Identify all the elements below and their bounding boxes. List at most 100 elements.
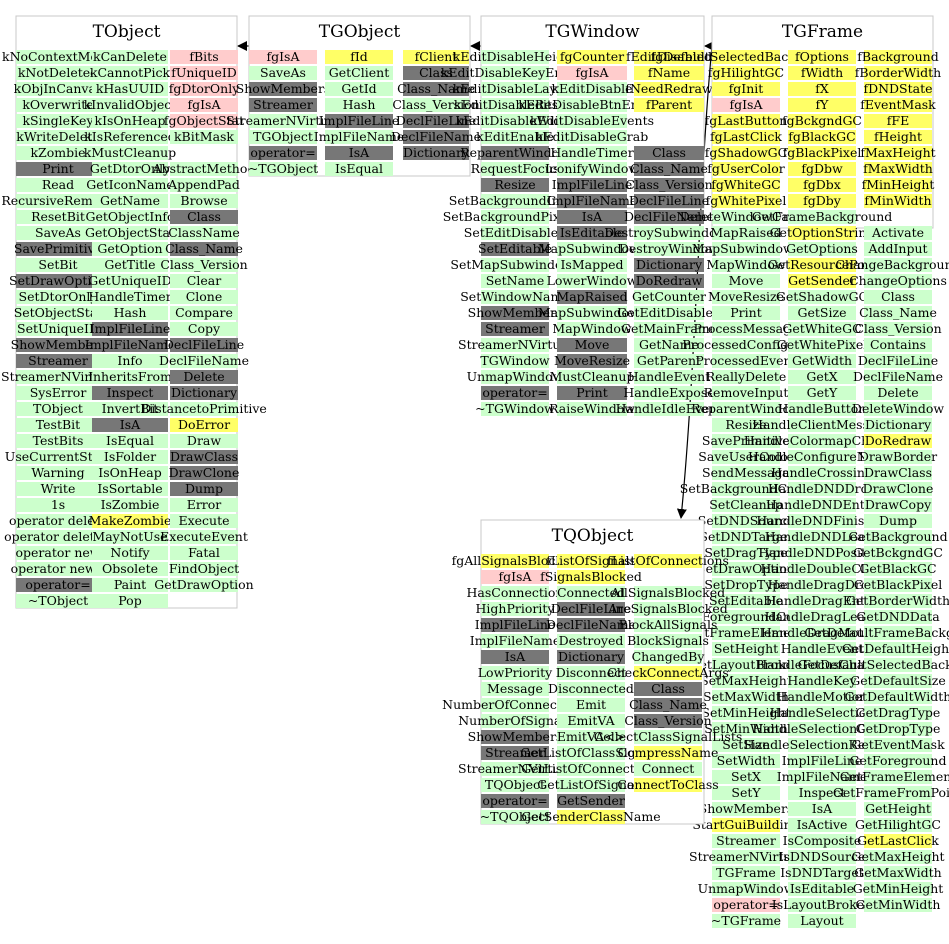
member-name: HandleDragLeave — [765, 609, 880, 624]
member-swatch — [557, 130, 627, 144]
class-node-tgobject: TGObject fgIsASaveAsShowMembersStreamerSt… — [226, 15, 481, 177]
member-name: SetY — [731, 785, 761, 800]
member-name: AddInput — [867, 241, 927, 256]
member-name: fEventMask — [860, 97, 936, 112]
member-name: GetUniqueID — [88, 273, 171, 288]
member-cell: ImplFileLine — [90, 321, 170, 336]
member-name: operator delete — [9, 513, 107, 528]
member-cell: GetDragType — [856, 705, 940, 720]
member-cell: kSingleKey — [16, 113, 100, 128]
member-name: Class_Name — [397, 81, 475, 96]
member-swatch — [170, 162, 238, 176]
member-cell: Draw — [170, 433, 238, 448]
member-swatch — [481, 570, 549, 584]
member-cell: fId — [325, 49, 393, 64]
member-cell: SetDNDSource — [698, 513, 794, 528]
member-name: GetListOfSignals — [537, 777, 645, 792]
member-swatch — [170, 226, 238, 240]
member-swatch — [481, 274, 549, 288]
member-cell: ChangeOptions — [849, 273, 947, 288]
member-swatch — [864, 594, 932, 608]
class-title: TObject — [93, 22, 161, 42]
member-cell: Dictionary — [864, 417, 932, 432]
member-name: fSignalsBlocked — [540, 569, 642, 584]
member-name: TGWindow — [480, 353, 550, 368]
member-swatch — [325, 66, 393, 80]
member-swatch — [864, 834, 932, 848]
member-swatch — [864, 242, 932, 256]
member-cell: InheritsFrom — [88, 369, 172, 384]
member-cell: IsA — [325, 145, 393, 160]
member-cell: Dump — [170, 481, 238, 496]
member-swatch — [864, 306, 932, 320]
member-name: HandleColormapChange — [744, 433, 900, 448]
member-cell: LowerWindow — [547, 273, 638, 288]
member-name: IsA — [120, 417, 141, 432]
member-swatch — [788, 610, 856, 624]
member-cell: IsDNDTarget — [780, 865, 864, 880]
member-swatch — [712, 658, 780, 672]
member-name: GetMaxHeight — [851, 849, 944, 864]
member-swatch — [557, 570, 625, 584]
member-cell: ~TQObject — [480, 809, 550, 824]
member-swatch — [788, 370, 856, 384]
member-cell: fgBckgndGC — [782, 113, 862, 128]
member-name: SaveUserColor — [698, 449, 793, 464]
member-swatch — [634, 258, 704, 272]
member-cell: kIsOnHeap — [92, 113, 168, 128]
member-name: IsEqual — [106, 433, 154, 448]
member-swatch — [788, 322, 856, 336]
member-swatch — [634, 650, 702, 664]
member-cell: kEditDisableWidth — [456, 113, 574, 128]
member-name: GetWhiteGC — [782, 321, 861, 336]
member-cell: RaiseWindow — [549, 401, 635, 416]
member-name: GetForeground — [850, 753, 947, 768]
member-name: GetListOfClassSignals — [520, 745, 661, 760]
member-cell: ImplFileName — [470, 633, 560, 648]
member-cell: HandleFocusChange — [756, 657, 888, 672]
member-cell: ImplFileName — [777, 769, 867, 784]
member-cell: ProcessedConfigure — [682, 337, 810, 352]
member-name: GetCounter — [632, 289, 706, 304]
member-swatch — [712, 114, 780, 128]
member-name: GetSenderClassName — [521, 809, 660, 824]
member-swatch — [92, 98, 168, 112]
member-cell: HandleColormapChange — [744, 433, 900, 448]
member-name: AreSignalsBlocked — [607, 601, 728, 616]
member-cell: AppendPad — [167, 177, 240, 192]
member-cell: Class_Name — [397, 81, 475, 96]
member-cell: kHasUUID — [92, 81, 168, 96]
member-cell: NumberOfConnections — [442, 697, 588, 712]
member-cell: Activate — [864, 225, 932, 240]
member-name: ConnectToClass — [617, 777, 718, 792]
member-cell: Fatal — [170, 545, 238, 560]
member-cell: GetMaxWidth — [854, 865, 942, 880]
member-cell: GetOptionString — [770, 225, 874, 240]
member-name: Print — [42, 161, 73, 176]
member-name: GetDefaultHeight — [842, 641, 949, 656]
member-name: DoRedraw — [865, 433, 932, 448]
member-name: Dictionary — [636, 257, 703, 272]
member-name: kZombie — [30, 145, 85, 160]
member-name: GetDefaultWidth — [845, 689, 949, 704]
member-name: SetDragType — [704, 545, 787, 560]
member-name: SetCleanup — [709, 497, 783, 512]
member-name: fgInit — [729, 81, 764, 96]
member-name: IconifyWindow — [545, 161, 639, 176]
member-name: Class_Version — [392, 97, 479, 112]
member-name: kOverwrite — [22, 97, 93, 112]
member-swatch — [557, 338, 627, 352]
member-name: DrawCopy — [865, 497, 932, 512]
member-swatch — [170, 450, 238, 464]
member-cell: Disconnect — [556, 665, 626, 680]
member-swatch — [864, 466, 932, 480]
member-swatch — [170, 546, 238, 560]
member-name: DrawClone — [863, 481, 934, 496]
member-swatch — [92, 290, 168, 304]
member-cell: Print — [16, 161, 100, 176]
member-cell: MapWindow — [552, 321, 632, 336]
member-cell: fgBlackGC — [788, 129, 856, 144]
member-swatch — [712, 770, 780, 784]
member-cell: ResetBit — [16, 209, 100, 224]
member-cell: Write — [16, 481, 100, 496]
